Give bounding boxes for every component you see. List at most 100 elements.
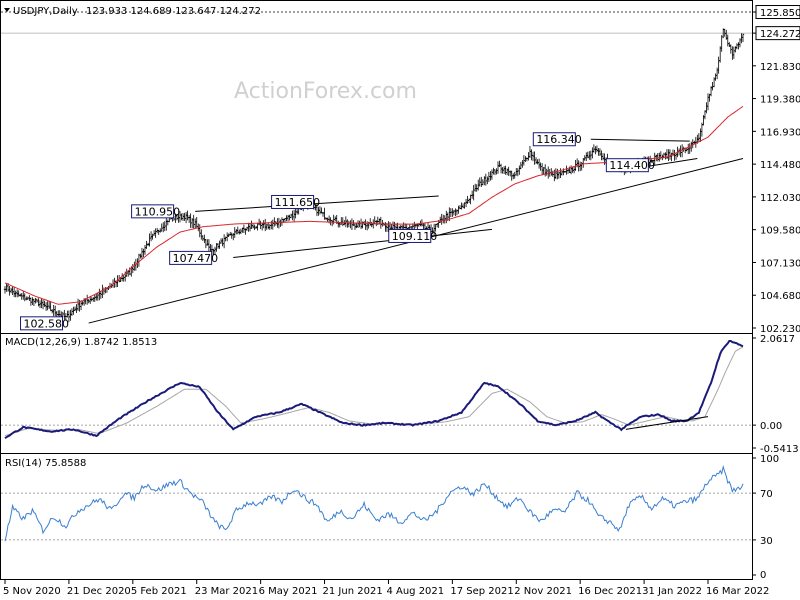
price-bar: [454, 208, 457, 217]
price-bar: [487, 171, 491, 182]
price-bar: [52, 305, 55, 317]
watermark: ActionForex.com: [234, 79, 417, 104]
price-bar: [184, 212, 188, 224]
price-bar: [203, 234, 206, 244]
price-bar: [601, 153, 605, 161]
price-bar: [324, 217, 328, 221]
price-annotation-box: [271, 194, 315, 209]
price-bar: [585, 152, 588, 161]
price-bar: [180, 213, 183, 221]
price-bar: [578, 161, 582, 172]
price-bar: [365, 221, 369, 231]
price-annotation-label: 116.340: [536, 133, 582, 146]
trendline: [233, 228, 492, 258]
price-bar: [201, 235, 205, 241]
price-bar: [597, 148, 600, 156]
price-bar: [375, 220, 378, 227]
price-bar: [206, 239, 209, 246]
price-bar: [23, 293, 26, 302]
price-annotation-box: [169, 250, 213, 265]
price-bar: [198, 224, 201, 238]
price-bar: [12, 286, 16, 298]
price-annotation-box: [605, 158, 649, 173]
price-bar: [248, 222, 252, 232]
price-bar: [664, 152, 667, 160]
price-bar: [589, 150, 593, 161]
price-bar: [516, 168, 519, 177]
price-bar: [14, 290, 17, 298]
time-axis-label: 4 Aug 2021: [386, 586, 444, 597]
price-bar: [268, 224, 271, 230]
price-annotation-label: 109.110: [392, 230, 438, 243]
price-bar: [443, 215, 446, 224]
price-bar: [160, 223, 163, 232]
price-bar: [498, 160, 501, 167]
price-bar: [165, 217, 168, 231]
time-axis-label: 5 Nov 2020: [3, 586, 61, 597]
price-bar: [131, 264, 135, 274]
price-bar: [28, 295, 31, 301]
price-bar: [656, 153, 659, 162]
price-axis-label: 112.030: [760, 193, 800, 204]
price-bar: [422, 223, 425, 230]
price-bar: [358, 220, 361, 228]
price-bar: [536, 159, 539, 165]
price-bar: [233, 227, 236, 238]
price-bar: [277, 217, 281, 229]
time-axis-label: 21 Jun 2021: [323, 586, 383, 597]
price-axis-label: 116.930: [760, 127, 800, 138]
price-bar: [227, 233, 230, 237]
chart-title-symbol: USDJPY,Daily: [13, 6, 78, 17]
trendline: [590, 138, 690, 142]
macd-axis-label: 0.00: [760, 421, 782, 432]
price-bar: [289, 213, 293, 219]
price-bar: [93, 294, 96, 302]
price-bar: [230, 232, 233, 239]
price-bar: [379, 216, 383, 229]
price-annotation-box: [388, 228, 432, 243]
price-bar: [734, 46, 737, 53]
price-axis-label: 124.272: [760, 29, 800, 40]
price-bar: [472, 185, 475, 201]
price-bar: [603, 153, 606, 165]
time-axis-label: 16 Dec 2021: [578, 586, 642, 597]
chart-title-ohlc: 123.933 124.689 123.647 124.272: [86, 6, 261, 17]
price-annotation-label: 102.580: [24, 317, 70, 330]
price-bar: [484, 173, 488, 186]
price-bar: [475, 184, 478, 192]
price-bar: [591, 147, 594, 159]
price-bar: [347, 220, 351, 228]
price-bar: [70, 308, 74, 316]
price-bar: [148, 233, 151, 247]
price-bar: [85, 294, 89, 305]
price-bar: [192, 214, 195, 229]
price-axis-label: 107.130: [760, 258, 800, 269]
price-bar: [720, 35, 723, 52]
time-axis-label: 17 Sep 2021: [450, 586, 513, 597]
trendline: [195, 195, 439, 212]
price-bar: [350, 218, 354, 230]
price-bar: [489, 171, 492, 181]
price-bar: [11, 286, 14, 295]
price-bar: [34, 297, 37, 304]
price-bar: [486, 176, 489, 185]
price-bar: [473, 183, 477, 192]
price-axis-tag: [755, 26, 800, 41]
rsi-axis-label: 0: [760, 570, 766, 581]
time-axis-label: 31 Jan 2022: [642, 586, 702, 597]
price-bar: [29, 297, 33, 306]
price-annotation-box: [131, 204, 175, 219]
price-axis-label: 121.830: [760, 62, 800, 73]
price-annotation-label: 110.950: [135, 205, 181, 218]
price-bar: [466, 195, 469, 204]
price-bar: [32, 298, 36, 306]
price-bar: [512, 173, 515, 180]
price-bar: [257, 218, 261, 226]
price-bar: [469, 194, 472, 205]
price-bar: [9, 287, 13, 294]
price-bar: [280, 217, 284, 226]
price-bar: [187, 215, 191, 223]
price-bar: [57, 310, 60, 317]
price-bar: [530, 149, 533, 161]
